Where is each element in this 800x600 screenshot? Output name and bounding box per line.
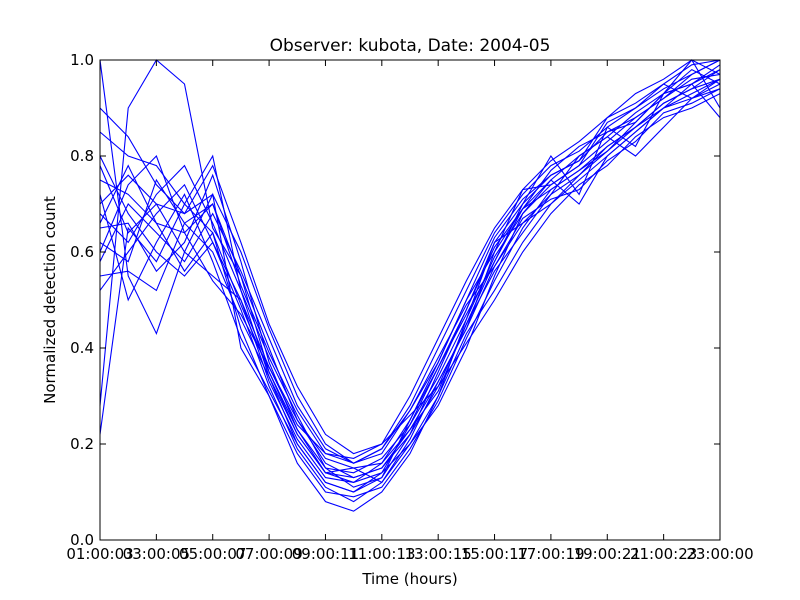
x-tick-label-2: 03:00:05 <box>123 545 190 563</box>
series-line-13 <box>99 73 721 474</box>
series-line-12 <box>99 78 721 483</box>
series-line-17 <box>99 69 721 464</box>
y-tick-label-2: 0.2 <box>70 435 94 453</box>
series-line-7 <box>99 83 721 484</box>
series-line-6 <box>99 93 721 459</box>
series-line-4 <box>99 78 721 503</box>
series-line-11 <box>99 59 721 464</box>
y-tick-label-3: 0.4 <box>70 339 94 357</box>
series-line-15 <box>99 88 721 469</box>
x-tick-label-6: 11:00:13 <box>348 545 415 563</box>
x-tick-label-12: 23:00:00 <box>686 545 753 563</box>
x-tick-label-9: 17:00:19 <box>517 545 584 563</box>
x-tick-label-8: 15:00:17 <box>461 545 528 563</box>
y-tick-label-4: 0.6 <box>70 243 94 261</box>
plot-frame <box>99 59 721 541</box>
series-line-18 <box>99 78 721 479</box>
axis-ticks: 01:00:0303:00:0505:00:0707:00:0909:00:11… <box>66 51 753 563</box>
series-line-16 <box>99 59 721 455</box>
plot-area <box>99 59 721 512</box>
x-tick-label-11: 21:00:23 <box>630 545 697 563</box>
x-axis-label: Time (hours) <box>361 570 457 588</box>
x-tick-label-5: 09:00:11 <box>292 545 359 563</box>
y-tick-label-6: 1.0 <box>70 51 94 69</box>
chart-title: Observer: kubota, Date: 2004-05 <box>270 36 551 56</box>
y-axis-label: Normalized detection count <box>41 196 59 404</box>
series-line-8 <box>99 59 721 488</box>
x-tick-label-1: 01:00:03 <box>66 545 133 563</box>
x-tick-label-4: 07:00:09 <box>235 545 302 563</box>
y-tick-label-1: 0.0 <box>70 531 94 549</box>
x-tick-label-7: 13:00:15 <box>404 545 471 563</box>
y-tick-label-5: 0.8 <box>70 147 94 165</box>
x-tick-label-3: 05:00:07 <box>179 545 246 563</box>
x-tick-label-10: 19:00:21 <box>574 545 641 563</box>
